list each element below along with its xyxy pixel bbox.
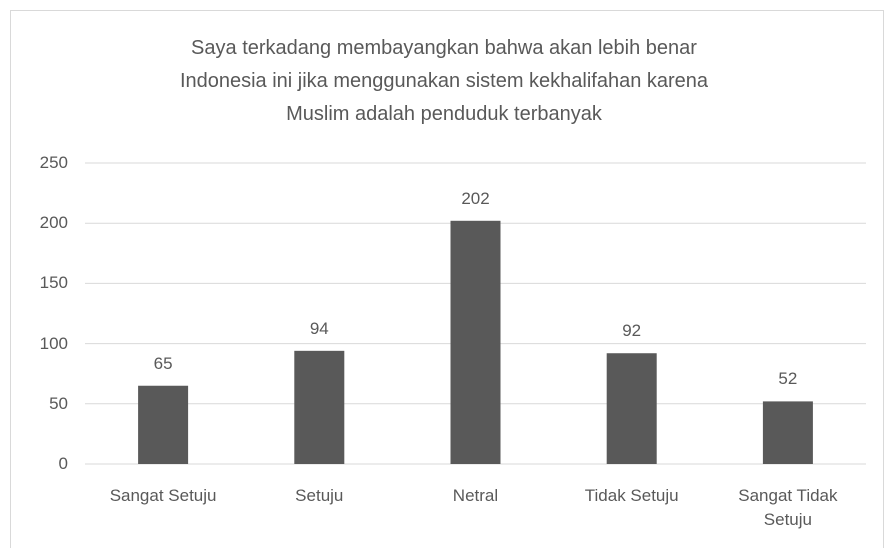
data-label: 65 xyxy=(153,353,173,373)
y-tick-label: 150 xyxy=(39,273,68,293)
y-tick-label: 250 xyxy=(39,153,68,172)
y-tick-label: 50 xyxy=(49,393,68,413)
x-tick-label: Sangat Setuju xyxy=(109,486,217,505)
bar xyxy=(450,220,501,464)
y-tick-label: 0 xyxy=(58,454,68,473)
bar xyxy=(294,350,345,464)
x-tick-label: Sangat Tidak Setuju xyxy=(738,486,838,529)
x-tick-label: Netral xyxy=(452,486,499,505)
bar xyxy=(606,353,657,464)
chart-frame xyxy=(10,10,884,548)
bar xyxy=(138,385,189,464)
y-tick-label: 200 xyxy=(39,213,68,233)
data-label: 92 xyxy=(622,321,642,341)
bar xyxy=(762,401,813,464)
data-label: 202 xyxy=(461,188,490,208)
y-tick-label: 100 xyxy=(39,333,68,353)
x-tick-label: Setuju xyxy=(295,486,344,505)
x-tick-label: Tidak Setuju xyxy=(584,486,679,505)
data-label: 94 xyxy=(309,318,329,338)
data-label: 52 xyxy=(778,369,798,389)
chart-title: Saya terkadang membayangkan bahwa akan l… xyxy=(179,37,709,125)
